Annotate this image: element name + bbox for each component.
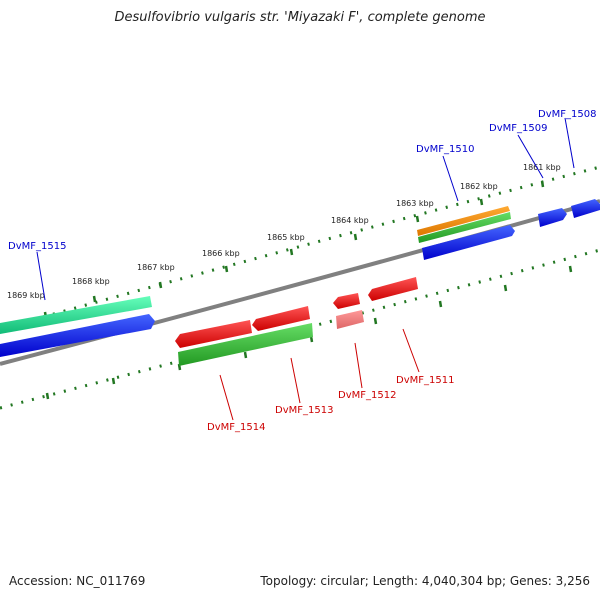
kbp-label: 1863 kbp [396,199,434,208]
cds-feature-dvmf-1511[interactable] [368,277,418,301]
gene-label-dvmf-1509[interactable]: DvMF_1509 [489,123,547,134]
gene-feature-dvmf-1514[interactable] [178,323,313,366]
accession-text: Accession: NC_011769 [9,574,146,588]
forward-label-leaders [36,117,575,301]
kbp-label: 1864 kbp [331,216,369,225]
cds-feature-dvmf-1515[interactable] [0,314,155,357]
gene-label-dvmf-1510[interactable]: DvMF_1510 [416,144,474,155]
kbp-labels: 1869 kbp 1868 kbp 1867 kbp 1866 kbp 1865… [7,163,561,300]
gene-label-dvmf-1514[interactable]: DvMF_1514 [207,422,265,433]
kbp-label: 1869 kbp [7,291,45,300]
gene-label-dvmf-1511[interactable]: DvMF_1511 [396,375,454,386]
kbp-label: 1868 kbp [72,277,110,286]
kbp-label: 1866 kbp [202,249,240,258]
gene-feature-dvmf-1512[interactable] [336,310,364,329]
cds-feature-dvmf-1513[interactable] [252,306,310,331]
rna-feature-dvmf-1510[interactable] [417,206,510,236]
cds-feature-dvmf-1512[interactable] [333,293,360,309]
forward-gene-labels: DvMF_1515 DvMF_1510 DvMF_1509 DvMF_1508 [8,109,596,252]
cds-feature-dvmf-1509[interactable] [538,208,567,227]
kbp-label: 1862 kbp [460,182,498,191]
map-title: Desulfovibrio vulgaris str. 'Miyazaki F'… [114,10,486,25]
topology-summary-text: Topology: circular; Length: 4,040,304 bp… [260,574,590,588]
forward-features [0,199,600,357]
gene-label-dvmf-1512[interactable]: DvMF_1512 [338,390,396,401]
gene-label-dvmf-1515[interactable]: DvMF_1515 [8,241,66,252]
gene-feature-dvmf-1515[interactable] [0,296,152,334]
reverse-gene-labels: DvMF_1514 DvMF_1513 DvMF_1512 DvMF_1511 [207,375,454,433]
gene-label-dvmf-1508[interactable]: DvMF_1508 [538,109,596,120]
gene-feature-dvmf-1510[interactable] [418,212,511,243]
cds-feature-dvmf-1514[interactable] [175,320,252,348]
gene-label-dvmf-1513[interactable]: DvMF_1513 [275,405,333,416]
reverse-features [175,277,418,366]
kbp-label: 1867 kbp [137,263,175,272]
genome-backbone [0,199,600,366]
reverse-label-leaders [219,328,420,421]
kbp-label: 1861 kbp [523,163,561,172]
outer-tick-track [0,165,600,331]
kbp-label: 1865 kbp [267,233,305,242]
cds-feature-dvmf-1508[interactable] [571,199,600,218]
cds-feature-dvmf-1510[interactable] [422,225,515,260]
